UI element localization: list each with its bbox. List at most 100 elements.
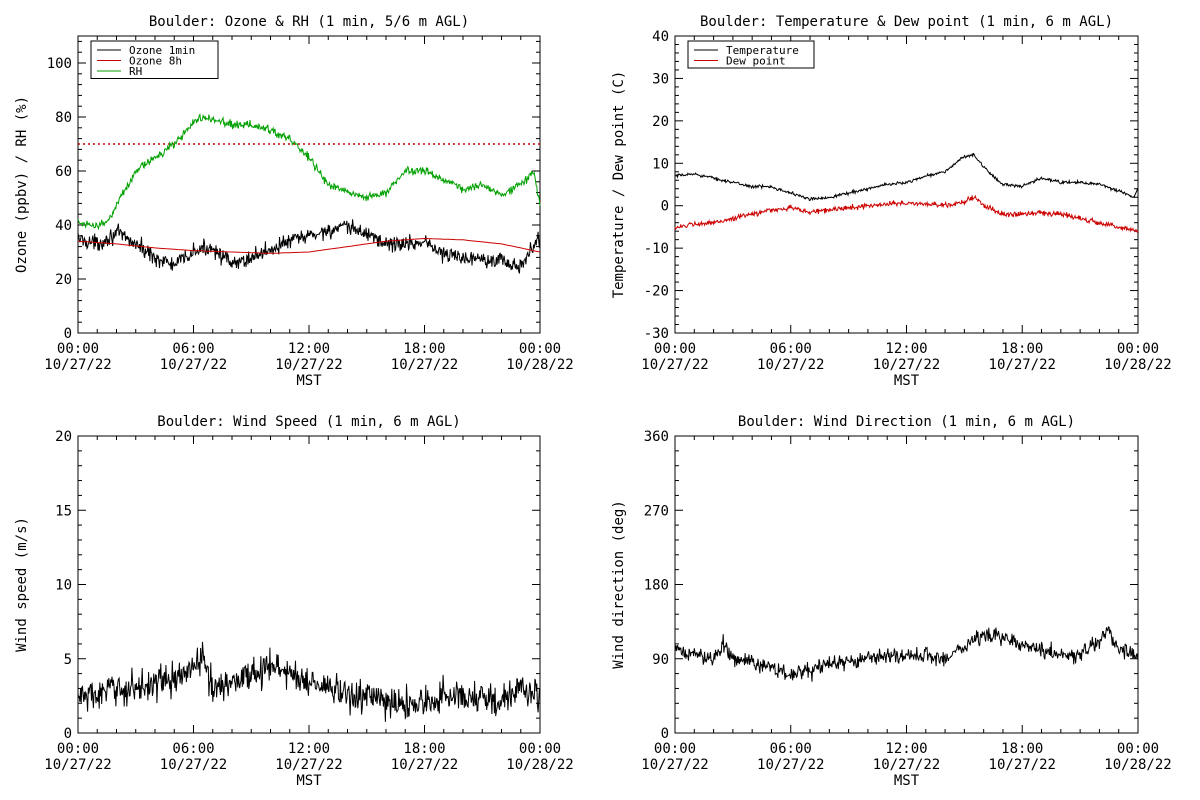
x-tick-date: 10/27/22 [989, 757, 1056, 773]
y-tick-label: 270 [644, 503, 669, 519]
y-tick-label: 40 [652, 29, 669, 45]
y-tick-label: 15 [55, 503, 72, 519]
y-tick-label: 0 [64, 326, 72, 342]
x-tick-date: 10/27/22 [873, 757, 940, 773]
x-tick-time: 00:00 [57, 341, 99, 357]
y-axis-label: Temperature / Dew point (C) [611, 71, 627, 299]
x-tick-time: 00:00 [519, 741, 561, 757]
x-tick-date: 10/27/22 [641, 357, 708, 373]
legend-box [90, 40, 219, 79]
series-line-1 [674, 626, 1139, 682]
y-tick-label: 80 [55, 110, 72, 126]
x-tick-time: 00:00 [1117, 341, 1159, 357]
plot-frame [674, 435, 1139, 734]
x-tick-date: 10/27/22 [275, 757, 342, 773]
x-tick-time: 06:00 [172, 741, 214, 757]
chart-title: Boulder: Wind Direction (1 min, 6 m AGL) [738, 414, 1075, 430]
x-tick-time: 00:00 [1117, 741, 1159, 757]
y-tick-label: 5 [64, 652, 72, 668]
legend-label: Dew point [726, 55, 786, 68]
plot-frame [674, 35, 1139, 334]
y-tick-label: 0 [64, 726, 72, 742]
plot-frame [77, 35, 541, 334]
series-line-temperature [674, 152, 1139, 202]
y-tick-label: 20 [652, 114, 669, 130]
x-tick-date: 10/27/22 [160, 757, 227, 773]
x-tick-time: 18:00 [1001, 741, 1043, 757]
legend-label: RH [129, 65, 142, 78]
x-axis-label: MST [296, 773, 322, 789]
y-axis-label: Wind speed (m/s) [14, 517, 30, 652]
chart-panel-2: Boulder: Temperature & Dew point (1 min,… [611, 14, 1172, 389]
x-tick-time: 00:00 [654, 741, 696, 757]
x-tick-date: 10/27/22 [757, 357, 824, 373]
y-tick-label: 10 [55, 578, 72, 594]
x-tick-time: 12:00 [885, 341, 927, 357]
x-tick-date: 10/28/22 [1104, 757, 1171, 773]
y-tick-label: -20 [644, 284, 669, 300]
x-tick-date: 10/27/22 [160, 357, 227, 373]
y-tick-label: 90 [652, 652, 669, 668]
y-axis-label: Ozone (ppbv) / RH (%) [14, 96, 30, 273]
legend-label: Ozone 1min [129, 44, 195, 57]
series-line-1 [77, 641, 541, 722]
legend-label: Ozone 8h [129, 55, 182, 68]
x-tick-time: 00:00 [654, 341, 696, 357]
x-tick-date: 10/27/22 [641, 757, 708, 773]
x-tick-time: 00:00 [519, 341, 561, 357]
chart-title: Boulder: Temperature & Dew point (1 min,… [700, 14, 1113, 30]
y-tick-label: 20 [55, 429, 72, 445]
x-tick-date: 10/28/22 [1104, 357, 1171, 373]
series-line-ozone-8h [77, 237, 541, 254]
y-tick-label: 180 [644, 578, 669, 594]
legend-label: Temperature [726, 44, 799, 57]
y-tick-label: 30 [652, 71, 669, 87]
x-tick-date: 10/27/22 [275, 357, 342, 373]
x-tick-time: 18:00 [403, 341, 445, 357]
y-axis-label: Wind direction (deg) [611, 500, 627, 669]
y-tick-label: 0 [661, 199, 669, 215]
legend-box [687, 40, 815, 69]
x-tick-date: 10/27/22 [391, 357, 458, 373]
y-tick-label: -30 [644, 326, 669, 342]
chart-panel-1: Boulder: Ozone & RH (1 min, 5/6 m AGL) 0 2… [14, 14, 574, 389]
x-tick-time: 12:00 [885, 741, 927, 757]
x-tick-date: 10/28/22 [506, 357, 573, 373]
x-tick-time: 12:00 [288, 341, 330, 357]
chart-title: Boulder: Wind Speed (1 min, 6 m AGL) [157, 414, 460, 430]
x-tick-date: 10/27/22 [873, 357, 940, 373]
series-line-ozone-1min [77, 219, 541, 274]
x-tick-time: 00:00 [57, 741, 99, 757]
x-tick-time: 12:00 [288, 741, 330, 757]
y-tick-label: 0 [661, 726, 669, 742]
series-line-rh [77, 112, 541, 231]
x-tick-time: 06:00 [770, 741, 812, 757]
x-tick-date: 10/27/22 [44, 357, 111, 373]
y-tick-label: 10 [652, 156, 669, 172]
y-tick-label: 60 [55, 164, 72, 180]
y-tick-label: 20 [55, 272, 72, 288]
y-tick-label: 360 [644, 429, 669, 445]
x-axis-label: MST [894, 773, 920, 789]
x-tick-time: 18:00 [403, 741, 445, 757]
x-tick-date: 10/27/22 [757, 757, 824, 773]
x-tick-date: 10/28/22 [506, 757, 573, 773]
x-axis-label: MST [296, 373, 322, 389]
x-tick-time: 06:00 [770, 341, 812, 357]
x-tick-date: 10/27/22 [391, 757, 458, 773]
chart-panel-4: Boulder: Wind Direction (1 min, 6 m AGL)… [611, 414, 1172, 789]
chart-title: Boulder: Ozone & RH (1 min, 5/6 m AGL) [149, 14, 469, 30]
x-tick-time: 06:00 [172, 341, 214, 357]
x-tick-time: 18:00 [1001, 341, 1043, 357]
x-axis-label: MST [894, 373, 920, 389]
y-tick-label: -10 [644, 241, 669, 257]
chart-panel-3: Boulder: Wind Speed (1 min, 6 m AGL) 0 5 10… [14, 414, 574, 789]
y-tick-label: 40 [55, 218, 72, 234]
x-tick-date: 10/27/22 [44, 757, 111, 773]
y-tick-label: 100 [47, 56, 72, 72]
series-line-dew-point [674, 194, 1139, 234]
x-tick-date: 10/27/22 [989, 357, 1056, 373]
